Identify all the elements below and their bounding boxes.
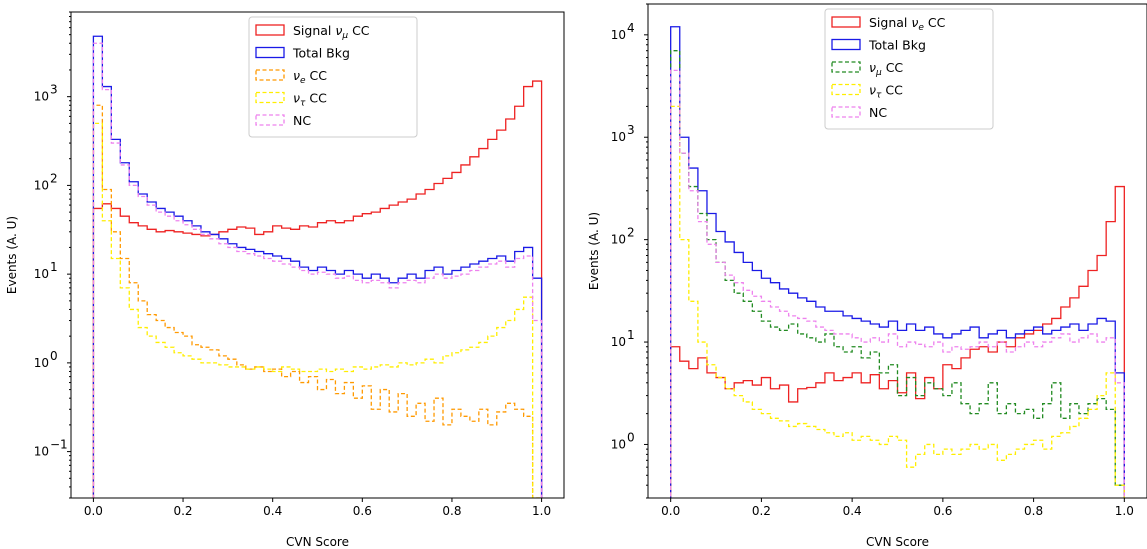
legend-swatch (255, 24, 285, 36)
legend-swatch (831, 38, 861, 51)
axes-frame (70, 11, 565, 499)
legend-swatch (255, 69, 285, 81)
x-axis-title: CVN Score (286, 535, 349, 549)
legend-label: Total Bkg (868, 38, 926, 53)
y-tick-exponent: 3 (627, 123, 635, 137)
y-tick-label: 10 (611, 233, 626, 247)
y-tick-exponent: 4 (627, 21, 635, 35)
legend-label: νe CC (293, 68, 327, 86)
legend-label: Signal νe CC (869, 15, 946, 33)
y-tick-label: 10 (34, 356, 49, 370)
y-tick-label: 10 (34, 178, 49, 192)
y-tick-label: 10 (34, 267, 49, 281)
legend-label: ντ CC (869, 83, 903, 101)
series-line-signal-e-cc (670, 185, 1125, 498)
y-tick-exponent: 2 (50, 171, 58, 185)
legend-label: ντ CC (293, 91, 327, 109)
legend-swatch (255, 46, 285, 59)
axes-frame (647, 3, 1147, 499)
legend: Signal νe CC Total Bkg νμ CC ντ CC NC (824, 8, 994, 130)
legend-label: Signal νμ CC (293, 23, 370, 41)
legend-swatch (831, 106, 861, 118)
y-tick-exponent: 0 (627, 430, 635, 444)
y-tick-exponent: 3 (50, 83, 58, 97)
legend-label: NC (293, 113, 311, 128)
y-axis-title: Events (A. U) (5, 216, 19, 294)
x-tick-label: 0.2 (752, 504, 771, 518)
plot-area (670, 26, 1125, 498)
legend-label: νμ CC (869, 60, 903, 78)
y-tick-exponent: 2 (627, 226, 635, 240)
x-tick-label: 1.0 (532, 504, 551, 518)
x-tick-label: 0.0 (84, 504, 103, 518)
y-tick-label: 10 (611, 437, 626, 451)
x-tick-label: 0.8 (1024, 504, 1043, 518)
x-tick-label: 0.0 (661, 504, 680, 518)
y-tick-exponent: 0 (50, 349, 58, 363)
x-tick-label: 0.2 (173, 504, 192, 518)
x-axis-title: CVN Score (866, 535, 929, 549)
series-line-total-bkg (670, 26, 1125, 498)
x-tick-label: 0.8 (442, 504, 461, 518)
series-line--cc (670, 105, 1125, 498)
legend-frame (248, 16, 418, 138)
legend-label: Total Bkg (292, 46, 350, 61)
y-tick-exponent: 1 (50, 260, 58, 274)
legend-label: NC (869, 105, 887, 120)
legend-frame (824, 8, 994, 130)
y-tick-label: 10 (611, 130, 626, 144)
series-line-signal-cc (92, 80, 543, 498)
y-tick-label: 10 (34, 90, 49, 104)
y-tick-label: 10 (611, 28, 626, 42)
series-line--cc (670, 50, 1125, 498)
y-tick-label: 10 (34, 445, 49, 459)
series-line--e-cc (92, 104, 543, 498)
legend-swatch (831, 16, 861, 28)
plot-area (92, 35, 543, 498)
x-tick-label: 0.6 (933, 504, 952, 518)
y-tick-label: 10 (611, 335, 626, 349)
legend: Signal νμ CC Total Bkg νe CC ντ CC NC (248, 16, 418, 138)
x-tick-label: 0.4 (263, 504, 282, 518)
y-tick-exponent: 1 (627, 328, 635, 342)
y-tick-exponent: −1 (50, 438, 68, 452)
series-line-nc (670, 69, 1125, 498)
series-line--cc (92, 122, 543, 498)
y-axis-title: Events (A. U) (587, 212, 601, 290)
x-tick-label: 0.6 (353, 504, 372, 518)
x-tick-label: 1.0 (1115, 504, 1134, 518)
legend-swatch (831, 61, 861, 73)
series-line-nc (92, 42, 543, 498)
x-tick-label: 0.4 (843, 504, 862, 518)
legend-swatch (255, 114, 285, 126)
legend-swatch (255, 91, 285, 104)
legend-swatch (831, 83, 861, 96)
